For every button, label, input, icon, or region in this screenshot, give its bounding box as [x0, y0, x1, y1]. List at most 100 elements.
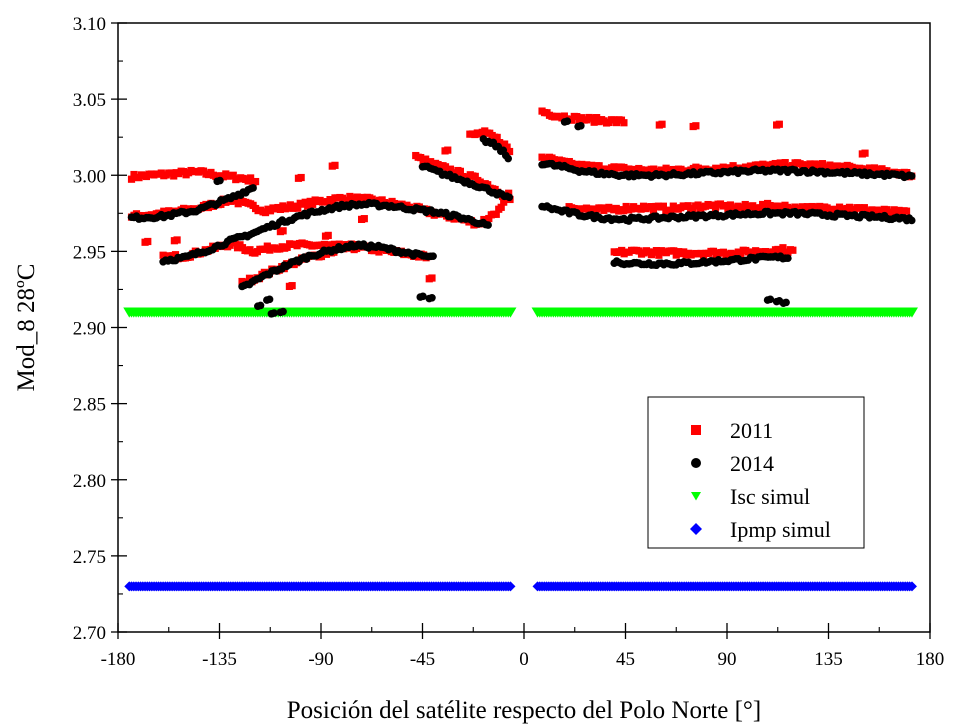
y-tick-label: 3.00: [73, 166, 106, 187]
x-tick-label: -45: [410, 649, 435, 670]
data-point: [309, 200, 317, 208]
data-point: [775, 120, 783, 128]
y-tick-label: 3.05: [73, 90, 106, 111]
data-point: [798, 203, 806, 211]
data-point: [301, 198, 309, 206]
data-point: [375, 248, 383, 256]
data-point: [263, 242, 271, 250]
data-point: [328, 198, 337, 206]
data-point: [655, 251, 663, 259]
data-point: [324, 231, 332, 239]
legend-marker: [691, 458, 701, 468]
y-tick-label: 2.75: [73, 547, 106, 568]
data-point: [692, 122, 700, 130]
data-point: [456, 167, 464, 175]
data-point: [505, 147, 514, 156]
y-tick-label: 2.80: [73, 471, 106, 492]
data-point: [265, 295, 274, 304]
data-point: [331, 161, 339, 169]
data-point: [907, 216, 916, 225]
data-point: [667, 207, 675, 215]
data-point: [505, 581, 516, 592]
data-point: [216, 176, 224, 185]
data-point: [652, 247, 661, 255]
data-point: [279, 227, 287, 235]
data-point: [279, 307, 287, 316]
data-point: [781, 159, 789, 167]
data-point: [294, 204, 302, 212]
data-point: [620, 119, 628, 127]
x-axis-title: Posición del satélite respecto del Polo …: [287, 697, 761, 724]
legend-entry-isc-simul: Isc simul: [691, 484, 810, 509]
data-point: [249, 184, 257, 192]
data-point: [360, 215, 368, 223]
series-ipmp-simul: [124, 581, 917, 592]
data-point: [500, 198, 508, 206]
legend-marker: [691, 492, 701, 501]
x-tick-label: 135: [814, 649, 843, 670]
data-point: [504, 154, 513, 163]
data-point: [737, 250, 745, 258]
x-tick-label: -135: [202, 649, 237, 670]
data-point: [428, 294, 436, 302]
data-point: [485, 214, 493, 223]
axes: -180 -135 -90 -45 0 45 90 135 180 2.70 2.75 2.80 2.8…: [73, 14, 945, 670]
data-point: [484, 221, 492, 229]
data-point: [779, 244, 787, 252]
data-point: [906, 581, 917, 592]
data-point: [417, 153, 425, 162]
data-point: [647, 203, 655, 211]
legend-label: 2011: [730, 418, 773, 443]
data-point: [789, 246, 797, 254]
data-point: [573, 113, 581, 121]
data-point: [159, 251, 167, 259]
legend-box: [647, 396, 865, 549]
legend-marker: [691, 425, 701, 435]
series-2011: [127, 107, 916, 290]
series-isc-simul: [123, 307, 918, 318]
x-tick-label: -180: [101, 649, 136, 670]
data-point: [144, 237, 152, 246]
x-tick-label: 90: [718, 649, 737, 670]
y-tick-label: 3.10: [73, 14, 106, 35]
data-point: [568, 116, 576, 124]
data-point: [861, 149, 869, 157]
y-axis-title: Mod_8 28ºC: [13, 264, 40, 392]
data-point: [766, 295, 775, 304]
data-point: [492, 210, 500, 218]
data-point: [419, 292, 427, 301]
data-point: [343, 196, 351, 204]
data-point: [784, 254, 792, 263]
data-point: [497, 203, 505, 211]
data-point: [649, 206, 658, 214]
data-point: [588, 114, 596, 122]
data-point: [670, 247, 678, 255]
data-point: [231, 239, 239, 247]
legend-label: 2014: [730, 451, 774, 476]
data-point: [782, 298, 790, 307]
legend-entry-2014: 2014: [691, 451, 774, 476]
data-point: [288, 282, 296, 290]
data-point: [659, 202, 667, 210]
y-tick-label: 2.90: [73, 319, 106, 340]
y-tick-label: 2.85: [73, 395, 106, 416]
data-point: [251, 177, 260, 186]
data-point: [429, 252, 437, 260]
data-point: [776, 248, 785, 256]
x-tick-label: 180: [916, 649, 945, 670]
data-point: [173, 236, 181, 244]
x-tick-label: 45: [616, 649, 635, 670]
data-point: [127, 175, 136, 183]
y-tick-label: 2.70: [73, 623, 106, 644]
data-point: [256, 301, 265, 310]
data-point: [726, 201, 734, 209]
data-point: [504, 307, 517, 318]
data-point: [247, 174, 255, 182]
x-tick-label: -90: [308, 649, 333, 670]
data-point: [353, 193, 361, 201]
data-point: [902, 207, 911, 215]
legend: 2011 2014 Isc simul Ipmp simul: [647, 396, 865, 549]
legend-marker: [690, 523, 702, 535]
data-point: [595, 162, 603, 170]
